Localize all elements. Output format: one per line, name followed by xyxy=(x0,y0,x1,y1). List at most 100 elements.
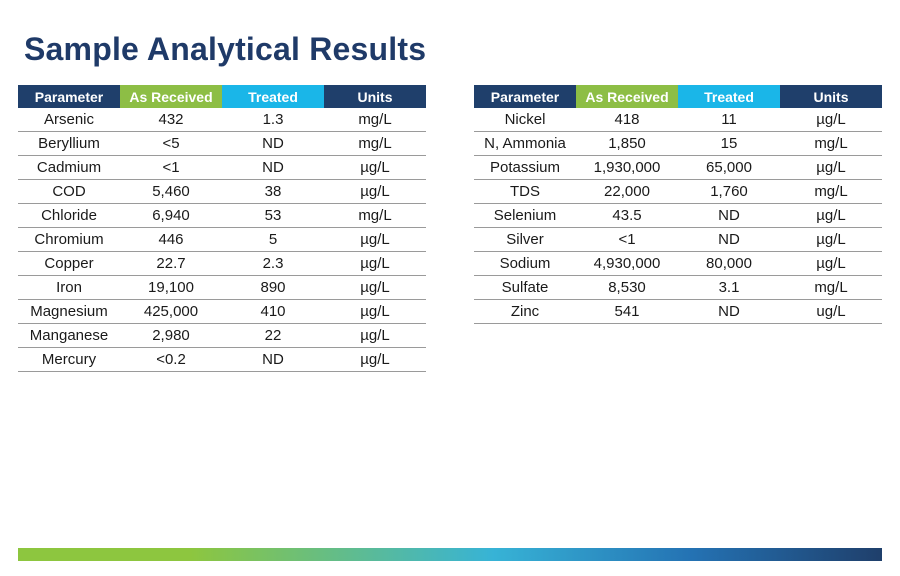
cell-treated: 53 xyxy=(222,203,324,228)
results-table-left: Parameter As Received Treated Units Arse… xyxy=(18,85,426,372)
footer-gradient-bar xyxy=(18,548,882,561)
cell-as-received: 418 xyxy=(576,108,678,132)
cell-parameter: Copper xyxy=(18,251,120,276)
results-table-right: Parameter As Received Treated Units Nick… xyxy=(474,85,882,324)
header-treated: Treated xyxy=(222,85,324,108)
cell-as-received: 425,000 xyxy=(120,299,222,324)
cell-parameter: Potassium xyxy=(474,155,576,180)
cell-as-received: <5 xyxy=(120,131,222,156)
cell-parameter: Beryllium xyxy=(18,131,120,156)
cell-treated: 11 xyxy=(678,108,780,132)
table-row: TDS 22,000 1,760 mg/L xyxy=(474,179,882,204)
header-parameter: Parameter xyxy=(18,85,120,108)
cell-units: µg/L xyxy=(780,203,882,228)
header-as-received: As Received xyxy=(120,85,222,108)
table-row: Sodium 4,930,000 80,000 µg/L xyxy=(474,251,882,276)
cell-as-received: 19,100 xyxy=(120,275,222,300)
cell-treated: 80,000 xyxy=(678,251,780,276)
cell-parameter: Manganese xyxy=(18,323,120,348)
cell-as-received: 22.7 xyxy=(120,251,222,276)
cell-treated: 5 xyxy=(222,227,324,252)
cell-parameter: Chloride xyxy=(18,203,120,228)
cell-units: mg/L xyxy=(780,179,882,204)
header-units: Units xyxy=(324,85,426,108)
cell-as-received: 6,940 xyxy=(120,203,222,228)
cell-as-received: 541 xyxy=(576,299,678,324)
cell-as-received: 1,850 xyxy=(576,131,678,156)
cell-units: µg/L xyxy=(780,251,882,276)
table-row: Potassium 1,930,000 65,000 µg/L xyxy=(474,155,882,180)
cell-units: µg/L xyxy=(324,251,426,276)
cell-treated: 65,000 xyxy=(678,155,780,180)
cell-units: µg/L xyxy=(780,155,882,180)
cell-treated: 22 xyxy=(222,323,324,348)
header-parameter: Parameter xyxy=(474,85,576,108)
cell-treated: 1,760 xyxy=(678,179,780,204)
cell-parameter: Sulfate xyxy=(474,275,576,300)
cell-treated: 890 xyxy=(222,275,324,300)
header-treated: Treated xyxy=(678,85,780,108)
header-units: Units xyxy=(780,85,882,108)
cell-units: mg/L xyxy=(324,108,426,132)
table-row: Beryllium <5 ND mg/L xyxy=(18,131,426,156)
cell-parameter: Silver xyxy=(474,227,576,252)
cell-units: µg/L xyxy=(324,275,426,300)
table-row: Selenium 43.5 ND µg/L xyxy=(474,203,882,228)
cell-as-received: 8,530 xyxy=(576,275,678,300)
cell-as-received: 22,000 xyxy=(576,179,678,204)
table-row: Chloride 6,940 53 mg/L xyxy=(18,203,426,228)
cell-as-received: 446 xyxy=(120,227,222,252)
table-row: Arsenic 432 1.3 mg/L xyxy=(18,108,426,132)
cell-parameter: Sodium xyxy=(474,251,576,276)
table-row: Iron 19,100 890 µg/L xyxy=(18,275,426,300)
cell-treated: 3.1 xyxy=(678,275,780,300)
cell-parameter: Arsenic xyxy=(18,108,120,132)
cell-units: µg/L xyxy=(324,227,426,252)
cell-treated: ND xyxy=(222,347,324,372)
cell-units: µg/L xyxy=(780,108,882,132)
cell-parameter: Cadmium xyxy=(18,155,120,180)
table-row: N, Ammonia 1,850 15 mg/L xyxy=(474,131,882,156)
cell-as-received: <0.2 xyxy=(120,347,222,372)
cell-treated: ND xyxy=(678,227,780,252)
cell-parameter: Selenium xyxy=(474,203,576,228)
table-row: Magnesium 425,000 410 µg/L xyxy=(18,299,426,324)
cell-as-received: <1 xyxy=(576,227,678,252)
cell-treated: 38 xyxy=(222,179,324,204)
table-body: Nickel 418 11 µg/L N, Ammonia 1,850 15 mg/L Pota… xyxy=(474,108,882,324)
cell-parameter: Magnesium xyxy=(18,299,120,324)
cell-parameter: Nickel xyxy=(474,108,576,132)
cell-units: mg/L xyxy=(780,275,882,300)
cell-treated: ND xyxy=(678,299,780,324)
table-row: COD 5,460 38 µg/L xyxy=(18,179,426,204)
table-row: Manganese 2,980 22 µg/L xyxy=(18,323,426,348)
cell-units: µg/L xyxy=(324,323,426,348)
table-header-row: Parameter As Received Treated Units xyxy=(18,85,426,108)
cell-units: µg/L xyxy=(324,299,426,324)
table-row: Cadmium <1 ND µg/L xyxy=(18,155,426,180)
page-title: Sample Analytical Results xyxy=(24,31,427,68)
header-as-received: As Received xyxy=(576,85,678,108)
cell-units: µg/L xyxy=(324,155,426,180)
table-row: Sulfate 8,530 3.1 mg/L xyxy=(474,275,882,300)
table-row: Nickel 418 11 µg/L xyxy=(474,108,882,132)
cell-as-received: <1 xyxy=(120,155,222,180)
cell-as-received: 4,930,000 xyxy=(576,251,678,276)
cell-units: mg/L xyxy=(780,131,882,156)
cell-parameter: TDS xyxy=(474,179,576,204)
table-row: Chromium 446 5 µg/L xyxy=(18,227,426,252)
table-row: Silver <1 ND µg/L xyxy=(474,227,882,252)
cell-units: mg/L xyxy=(324,131,426,156)
table-body: Arsenic 432 1.3 mg/L Beryllium <5 ND mg/L Cadmiu… xyxy=(18,108,426,372)
cell-as-received: 432 xyxy=(120,108,222,132)
cell-as-received: 1,930,000 xyxy=(576,155,678,180)
cell-units: µg/L xyxy=(324,179,426,204)
cell-parameter: Mercury xyxy=(18,347,120,372)
cell-treated: 1.3 xyxy=(222,108,324,132)
cell-units: ug/L xyxy=(780,299,882,324)
cell-treated: 15 xyxy=(678,131,780,156)
cell-treated: 2.3 xyxy=(222,251,324,276)
cell-parameter: Iron xyxy=(18,275,120,300)
table-row: Mercury <0.2 ND µg/L xyxy=(18,347,426,372)
cell-as-received: 43.5 xyxy=(576,203,678,228)
